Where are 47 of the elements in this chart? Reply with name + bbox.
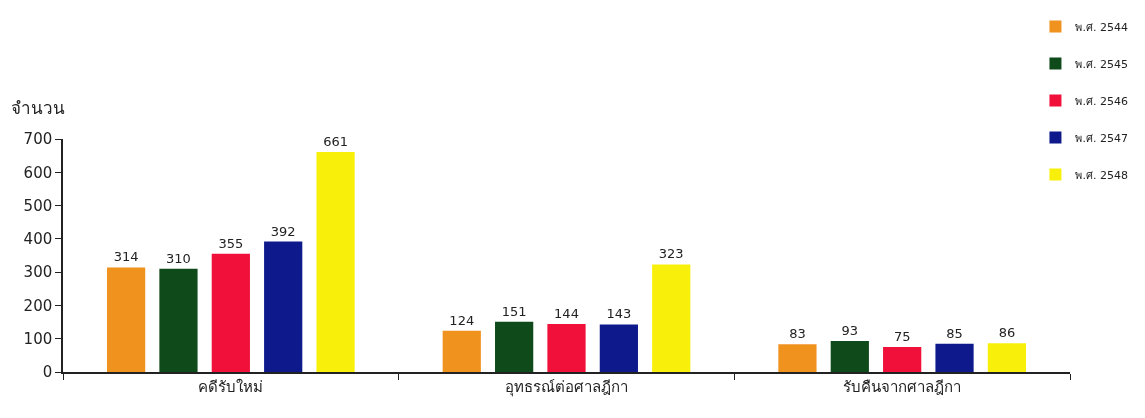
bar xyxy=(652,264,691,372)
bar xyxy=(495,321,534,372)
bar xyxy=(264,241,303,372)
data-label: 310 xyxy=(166,250,191,266)
bar xyxy=(106,267,146,372)
y-tick-label: 300 xyxy=(23,263,53,282)
y-axis-title: จำนวน xyxy=(11,98,65,118)
bar xyxy=(599,324,638,372)
bar xyxy=(935,343,974,372)
data-label: 85 xyxy=(946,325,963,341)
legend-label: พ.ศ. 2547 xyxy=(1075,131,1128,145)
data-label: 314 xyxy=(113,249,139,265)
data-label: 144 xyxy=(554,306,579,322)
data-label: 75 xyxy=(893,329,911,345)
x-tick-label: คดีรับใหม่ xyxy=(198,377,264,396)
x-tick-label: รับคืนจากศาลฎีกา xyxy=(843,377,962,396)
bar xyxy=(778,344,817,372)
data-label: 355 xyxy=(218,235,244,251)
y-tick-label: 200 xyxy=(23,296,53,315)
bar xyxy=(316,151,355,372)
bar xyxy=(211,253,250,372)
y-tick-label: 0 xyxy=(42,363,53,382)
legend-label: พ.ศ. 2546 xyxy=(1075,94,1128,108)
y-tick-label: 100 xyxy=(23,329,53,348)
y-tick-label: 700 xyxy=(23,130,53,149)
bar xyxy=(883,347,922,372)
y-tick-label: 400 xyxy=(23,230,53,249)
data-label: 143 xyxy=(606,306,632,322)
bar xyxy=(547,324,586,372)
y-tick-label: 600 xyxy=(23,163,53,182)
data-label: 151 xyxy=(501,303,527,319)
legend-label: พ.ศ. 2545 xyxy=(1075,57,1128,71)
legend-label: พ.ศ. 2548 xyxy=(1075,168,1128,182)
data-label: 124 xyxy=(449,312,475,328)
data-label: 86 xyxy=(998,325,1016,341)
data-label: 323 xyxy=(658,246,684,262)
data-label: 392 xyxy=(270,223,296,239)
bar xyxy=(830,341,869,372)
data-label: 83 xyxy=(789,326,806,342)
data-label: 93 xyxy=(841,323,859,339)
bar xyxy=(442,330,481,372)
data-label: 661 xyxy=(323,133,348,149)
bar xyxy=(159,268,198,372)
bar xyxy=(987,343,1027,372)
x-tick-label: อุทธรณ์ต่อศาลฎีกา xyxy=(505,377,628,397)
y-tick-label: 500 xyxy=(23,196,53,215)
legend-label: พ.ศ. 2544 xyxy=(1075,20,1128,34)
